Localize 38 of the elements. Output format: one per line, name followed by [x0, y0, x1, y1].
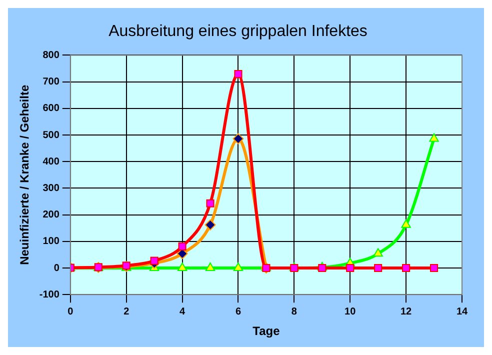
y-tick-label: -100	[39, 289, 60, 300]
point	[205, 262, 216, 271]
point	[234, 70, 242, 78]
y-axis-title: Neuinfizierte / Kranke / Geheilte	[18, 84, 32, 265]
point	[177, 262, 188, 271]
point	[402, 264, 410, 272]
x-tick-label: 4	[180, 306, 186, 318]
x-tick-label: 6	[235, 306, 242, 318]
point	[430, 264, 438, 272]
y-tick-label: 800	[42, 50, 60, 61]
x-tick-label: 10	[344, 306, 356, 318]
x-tick-label: 12	[400, 306, 412, 318]
x-tick-label: 14	[456, 306, 468, 318]
y-tick-label: 600	[42, 103, 60, 114]
point	[373, 248, 383, 257]
point	[178, 242, 186, 250]
point	[232, 133, 244, 144]
y-tick-label: 0	[54, 262, 60, 274]
point	[150, 256, 158, 265]
y-tick-label: 500	[42, 130, 60, 141]
point	[204, 219, 216, 230]
x-axis-title: Tage	[252, 324, 280, 338]
y-tick-label: 400	[42, 156, 60, 168]
point	[233, 262, 244, 271]
chart-title: Ausbreitung eines grippalen Infektes	[108, 23, 368, 40]
point	[429, 133, 439, 142]
y-tick-label: 100	[42, 236, 60, 248]
y-tick-label: 300	[42, 182, 60, 194]
point	[318, 264, 326, 272]
point	[374, 264, 382, 272]
point	[346, 264, 354, 272]
x-tick-label: 8	[291, 306, 298, 318]
y-tick-label: 700	[42, 76, 60, 88]
point	[401, 219, 411, 228]
point	[206, 199, 214, 208]
y-tick-label: 200	[42, 210, 60, 221]
x-tick-label: 0	[68, 306, 74, 318]
x-tick-label: 2	[124, 306, 130, 318]
